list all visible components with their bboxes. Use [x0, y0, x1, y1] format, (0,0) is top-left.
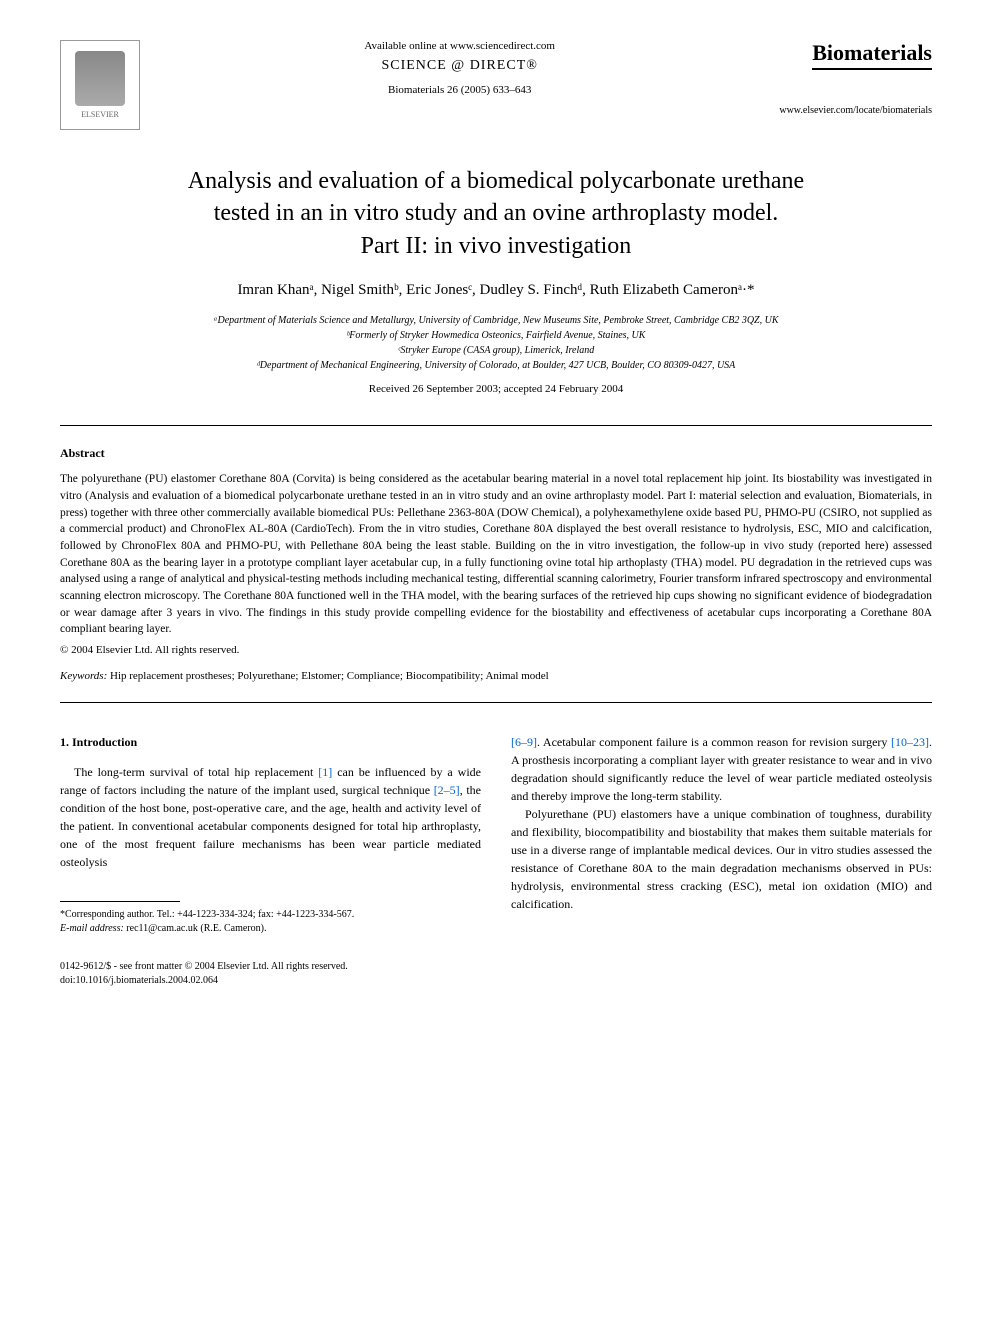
footer-front-matter: 0142-9612/$ - see front matter © 2004 El… [60, 960, 932, 974]
para2-text-b: . Acetabular component failure is a comm… [537, 735, 891, 749]
elsevier-logo: ELSEVIER [60, 40, 140, 130]
intro-para-3: Polyurethane (PU) elastomers have a uniq… [511, 805, 932, 913]
ref-link-2-5[interactable]: [2–5] [434, 783, 460, 797]
right-column: [6–9]. Acetabular component failure is a… [511, 733, 932, 936]
divider-top [60, 425, 932, 426]
ref-link-1[interactable]: [1] [318, 765, 332, 779]
journal-logo-block: Biomaterials www.elsevier.com/locate/bio… [779, 40, 932, 116]
keywords-line: Keywords: Hip replacement prostheses; Po… [60, 670, 932, 682]
keywords-label: Keywords: [60, 670, 107, 682]
available-online-text: Available online at www.sciencedirect.co… [160, 40, 759, 52]
footer-doi: doi:10.1016/j.biomaterials.2004.02.064 [60, 974, 932, 988]
keywords-text: Hip replacement prostheses; Polyurethane… [110, 670, 549, 682]
title-line-2: tested in an in vitro study and an ovine… [214, 200, 779, 226]
affiliation-a: ᵃDepartment of Materials Science and Met… [60, 313, 932, 328]
journal-url: www.elsevier.com/locate/biomaterials [779, 105, 932, 116]
left-column: 1. Introduction The long-term survival o… [60, 733, 481, 936]
center-header: Available online at www.sciencedirect.co… [140, 40, 779, 96]
body-columns: 1. Introduction The long-term survival o… [60, 733, 932, 936]
journal-reference: Biomaterials 26 (2005) 633–643 [160, 84, 759, 96]
divider-bottom [60, 702, 932, 703]
received-dates: Received 26 September 2003; accepted 24 … [60, 383, 932, 395]
intro-para-2: [6–9]. Acetabular component failure is a… [511, 733, 932, 805]
authors-list: Imran Khanᵃ, Nigel Smithᵇ, Eric Jonesᶜ, … [60, 282, 932, 299]
elsevier-tree-icon [75, 51, 125, 106]
email-label: E-mail address: [60, 923, 124, 934]
title-line-3: Part II: in vivo investigation [361, 233, 632, 259]
affiliation-d: ᵈDepartment of Mechanical Engineering, U… [60, 358, 932, 373]
section-1-heading: 1. Introduction [60, 733, 481, 751]
affiliation-c: ᶜStryker Europe (CASA group), Limerick, … [60, 343, 932, 358]
affiliation-b: ᵇFormerly of Stryker Howmedica Osteonics… [60, 328, 932, 343]
ref-link-6-9[interactable]: [6–9] [511, 735, 537, 749]
footer: 0142-9612/$ - see front matter © 2004 El… [60, 960, 932, 988]
abstract-copyright: © 2004 Elsevier Ltd. All rights reserved… [60, 644, 932, 656]
title-line-1: Analysis and evaluation of a biomedical … [188, 168, 804, 194]
affiliations: ᵃDepartment of Materials Science and Met… [60, 313, 932, 373]
article-title: Analysis and evaluation of a biomedical … [60, 165, 932, 262]
corresponding-author-footnote: *Corresponding author. Tel.: +44-1223-33… [60, 908, 481, 922]
para1-text-a: The long-term survival of total hip repl… [74, 765, 318, 779]
abstract-heading: Abstract [60, 446, 932, 461]
header-row: ELSEVIER Available online at www.science… [60, 40, 932, 130]
journal-name: Biomaterials [812, 40, 932, 70]
email-address: rec11@cam.ac.uk (R.E. Cameron). [126, 923, 266, 934]
ref-link-10-23[interactable]: [10–23] [891, 735, 929, 749]
elsevier-text: ELSEVIER [81, 110, 119, 119]
intro-para-1: The long-term survival of total hip repl… [60, 763, 481, 871]
email-footnote: E-mail address: rec11@cam.ac.uk (R.E. Ca… [60, 922, 481, 936]
abstract-text: The polyurethane (PU) elastomer Corethan… [60, 471, 932, 638]
science-direct-logo: SCIENCE @ DIRECT® [160, 58, 759, 74]
footnote-separator [60, 901, 180, 902]
